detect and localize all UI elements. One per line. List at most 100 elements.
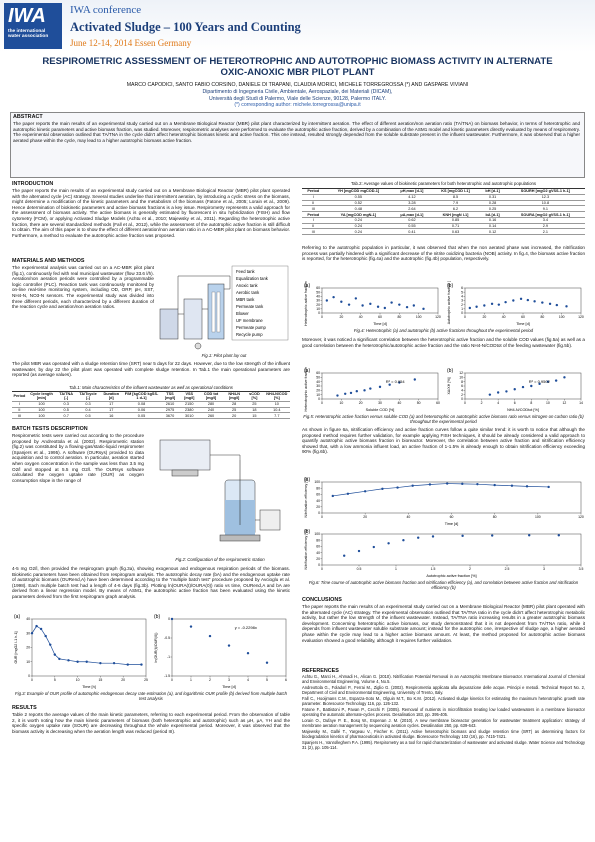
table-header-cell: TA/TNA [-] bbox=[56, 391, 77, 402]
table-cell: 0.3 bbox=[76, 401, 100, 408]
x-tick-label: 0 bbox=[464, 315, 466, 319]
table-row: II 100 0.5 0.4 17 0.06 2975 2380 240 25 18 10.4 bbox=[12, 407, 290, 414]
y-tick-label: 100 bbox=[314, 532, 320, 536]
data-point bbox=[354, 297, 358, 300]
table-cell: 0.63 bbox=[431, 228, 480, 236]
table-row: II 0.24 0.55 0.71 0.14 2.9 bbox=[302, 223, 585, 230]
x-tick-label: 0 bbox=[321, 515, 323, 519]
table-wrap: Period Cycle length [min] TA/TNA [-] TA/Tcy… bbox=[12, 391, 290, 420]
x-axis-label: Time [h] bbox=[82, 685, 96, 689]
table-cell: 8.5 bbox=[431, 194, 480, 201]
data-point bbox=[521, 385, 525, 389]
heading: RESULTS bbox=[12, 705, 37, 711]
annotation: y = -0.2298x bbox=[235, 625, 257, 630]
x-tick-label: 1 bbox=[395, 567, 397, 571]
y-tick-label: 6 bbox=[461, 384, 463, 388]
x-tick-label: 3 bbox=[228, 678, 230, 682]
data-point bbox=[411, 484, 414, 487]
y-axis-label: XA/XH [%] bbox=[447, 378, 451, 395]
legend-item: Aerobic tank bbox=[236, 290, 260, 295]
x-tick-label: 3 bbox=[543, 567, 545, 571]
y-tick-label: 3 bbox=[461, 299, 463, 303]
data-point bbox=[357, 549, 361, 553]
data-point bbox=[170, 617, 174, 621]
plot-area bbox=[321, 533, 582, 566]
data-point bbox=[383, 306, 387, 310]
table-header-cell: COD tot [mg/l] bbox=[198, 391, 224, 402]
data-point bbox=[325, 299, 329, 302]
conference: IWA conference bbox=[70, 4, 142, 16]
table-header-cell: sCOD [%] bbox=[245, 391, 264, 402]
table-cell: II bbox=[302, 223, 325, 230]
title: RESPIROMETRIC ASSESSMENT OF HETEROTROPHI… bbox=[42, 56, 553, 78]
data-point bbox=[548, 302, 552, 306]
reference: Achtu G., Marci H., Ahmadi H., Alican G.… bbox=[302, 674, 585, 684]
data-point bbox=[340, 300, 343, 303]
x-axis-label: NH4-N/CODtot [%] bbox=[507, 408, 539, 412]
y-axis-label: Autotrophic active fraction [%] bbox=[447, 281, 451, 324]
legend-item: Equalization tank bbox=[236, 276, 269, 281]
y-axis-label: OUR [mgO2 l-1 h-1] bbox=[14, 632, 18, 664]
x-axis-label: Soluble COD [%] bbox=[366, 408, 395, 412]
y-tick-label: 2 bbox=[461, 393, 463, 397]
table-cell: 0.41 bbox=[392, 228, 432, 236]
plot: (b) 0 20 40 60 80 100 0 0.5 1 1.5 2 2.5 3 3.5 Autotroph… bbox=[304, 529, 583, 578]
x-tick-label: 20 bbox=[482, 315, 486, 319]
x-tick-label: 0 bbox=[321, 567, 323, 571]
x-tick-label: 15 bbox=[99, 678, 103, 682]
data-point bbox=[417, 536, 420, 539]
table-cell: 2150 bbox=[179, 401, 199, 408]
plot: (b) -1.5 -1 -0.5 0 0 1 2 3 4 5 6 Time [d] ln(OUR(t)/O… bbox=[154, 614, 287, 689]
table-row: I 100 0.3 0.3 17 0.08 2610 2150 280 28 25 10 bbox=[12, 401, 290, 408]
x-tick-label: 10 bbox=[76, 678, 80, 682]
panel-label: (b) bbox=[447, 283, 453, 289]
abstract-text: The paper reports the main results of an… bbox=[13, 121, 580, 143]
x-tick-label: 80 bbox=[493, 515, 497, 519]
x-tick-label: 5 bbox=[266, 678, 268, 682]
table-row: I 0.55 4.12 8.5 0.31 12.3 bbox=[302, 194, 585, 201]
data-point bbox=[493, 483, 496, 487]
y-tick-label: -1.5 bbox=[164, 674, 170, 678]
wire bbox=[210, 454, 260, 521]
table-header-cell: μH,max [d-1] bbox=[392, 188, 432, 195]
table-cell: 0.52 bbox=[324, 200, 393, 207]
data-point bbox=[396, 486, 399, 489]
data-point bbox=[349, 391, 353, 395]
legend-item: Feed tank bbox=[236, 269, 256, 274]
x-tick-label: 20 bbox=[359, 401, 363, 405]
table-cell: 2610 bbox=[160, 401, 180, 408]
data-point bbox=[519, 297, 523, 301]
x-tick-label: 120 bbox=[578, 515, 584, 519]
data-point bbox=[376, 305, 380, 308]
data-point bbox=[504, 300, 507, 304]
table-header-cell: F/M [kgCOD kgSS-1 d-1] bbox=[122, 391, 161, 402]
table-header-row: Period YH [mgCOD mgCOD-1] μH,max [d-1] KS [… bbox=[302, 188, 585, 195]
table-cell: 0.24 bbox=[324, 217, 393, 224]
data-point bbox=[475, 305, 478, 308]
data-point bbox=[363, 389, 366, 392]
y-tick-label: 4 bbox=[461, 295, 463, 299]
x-tick-label: 6 bbox=[514, 401, 516, 405]
x-axis-label: Time [d] bbox=[222, 685, 236, 689]
data-point bbox=[461, 482, 464, 486]
data-point bbox=[461, 534, 464, 538]
table-cell: 10.8 bbox=[505, 200, 585, 207]
data-point bbox=[533, 300, 536, 303]
x-axis-label: Time [d] bbox=[516, 322, 530, 326]
blower bbox=[259, 509, 281, 531]
data-point bbox=[528, 534, 531, 537]
x-axis-label: Time [d] bbox=[373, 322, 387, 326]
table-cell: 17 bbox=[99, 401, 123, 408]
table-header-cell: VSS [mg/l] bbox=[179, 391, 199, 402]
y-tick-label: 20 bbox=[316, 389, 320, 393]
data-point bbox=[99, 661, 102, 665]
table-cell: 0.14 bbox=[479, 223, 506, 230]
x-tick-label: 60 bbox=[436, 401, 440, 405]
plot: (a) 0 20 40 60 80 100 0 20 40 60 80 100 120 Time [d] Ni… bbox=[304, 477, 584, 526]
table-cell: 0.24 bbox=[324, 223, 393, 230]
x-tick-label: 20 bbox=[121, 678, 125, 682]
paragraph: 4-5 mg O2/l, then provided the respirogr… bbox=[12, 566, 290, 599]
x-tick-label: 10 bbox=[546, 401, 550, 405]
